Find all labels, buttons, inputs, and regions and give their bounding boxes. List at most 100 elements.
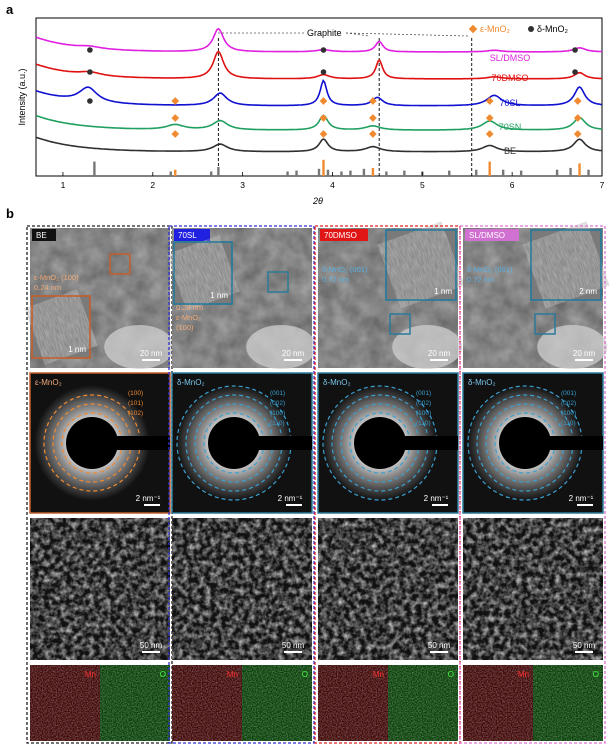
ring-index-label: (001) (561, 390, 576, 397)
lattice-annotation: ε-MnO₂ (176, 313, 201, 322)
column-border (314, 225, 461, 744)
sem-texture (30, 518, 170, 660)
sample-tag (174, 229, 210, 241)
x-tick-label: 4 (330, 180, 335, 190)
mn-map-signal (318, 665, 388, 741)
ring-index-label: (110) (270, 420, 285, 427)
tem-background (537, 325, 608, 369)
o-map-signal (388, 665, 458, 741)
sem-texture (172, 518, 312, 660)
ring-index-label: (100) (416, 410, 431, 417)
lattice-annotation: ε-MnO₂ (100) (34, 273, 79, 282)
inset-scale-label: 1 nm (434, 287, 452, 296)
lattice-annotation: 0.72 nm (322, 275, 349, 284)
lattice-annotation: δ-MnO₂ (001) (322, 265, 368, 274)
scale-bar-label: 2 nm⁻¹ (136, 494, 161, 503)
delta-legend-marker (528, 26, 534, 32)
reference-tick (519, 170, 523, 176)
zoom-region-box (267, 271, 289, 293)
scale-bar-label: 2 nm⁻¹ (569, 494, 594, 503)
x-tick-label: 2 (150, 180, 155, 190)
beam-stop-arm (525, 436, 603, 450)
reference-tick (326, 169, 330, 176)
phase-legend: ε-MnO₂ δ-MnO₂ (468, 24, 569, 34)
sample-tag-label: BE (36, 231, 47, 240)
ring-index-label: (002) (561, 400, 576, 407)
eps-marker (573, 114, 582, 122)
reference-tick (501, 169, 505, 176)
x-tick-label: 6 (510, 180, 515, 190)
o-map-label: O (160, 670, 166, 679)
reference-tick (385, 171, 388, 176)
tem-background (392, 325, 463, 369)
graphite-reference-lines (217, 38, 473, 176)
eps-marker (573, 97, 582, 105)
reference-tick (349, 170, 352, 176)
reference-tick (587, 169, 590, 176)
tem-background (246, 325, 317, 369)
ring-index-label: (110) (416, 420, 431, 427)
ring-index-label: (002) (416, 400, 431, 407)
delta-marker (87, 98, 93, 104)
y-axis-label: Intensity (a.u.) (17, 68, 27, 125)
graphite-annotation: Graphite (218, 28, 469, 38)
ring-index-label: (101) (128, 400, 143, 407)
saed-phase-label: δ-MnO₂ (468, 378, 496, 387)
reference-tick (475, 169, 478, 176)
eps-marker (319, 130, 328, 138)
reference-tick (295, 170, 298, 176)
eps-marker (573, 130, 582, 138)
column-sl-dmso: SL/DMSO 2 nm δ-MnO₂ (001)0.72 nm 20 nm (001)… (459, 221, 610, 744)
column-border (459, 225, 606, 744)
reference-pattern-ticks (93, 159, 590, 176)
beam-stop-arm (234, 436, 312, 450)
scale-bar-label: 50 nm (428, 641, 451, 650)
panel-a-label: a (6, 2, 14, 17)
xrd-curve-70sl (36, 79, 602, 107)
delta-marker (572, 47, 578, 53)
mn-map-signal (463, 665, 533, 741)
ring-index-label: (100) (270, 410, 285, 417)
ring-index-label: (100) (561, 410, 576, 417)
saed-phase-label: δ-MnO₂ (177, 378, 205, 387)
scale-bar-label: 20 nm (428, 349, 451, 358)
series-label-70dmso: 70DMSO (491, 73, 528, 83)
reference-tick (555, 169, 559, 176)
series-label-be: BE (504, 146, 516, 156)
x-axis-label: 2θ (312, 196, 323, 206)
lattice-fringes (377, 221, 465, 309)
o-map-label: O (593, 670, 599, 679)
delta-marker (320, 69, 327, 75)
column-be: BE 1 nm ε-MnO₂ (100)0.24 nm 20 nm (100) (101)… (24, 225, 175, 744)
reference-tick (340, 171, 343, 176)
mn-map-label: Mn (518, 670, 529, 679)
hrtem-inset-frame (31, 295, 91, 359)
o-map-label: O (448, 670, 454, 679)
delta-legend-label: δ-MnO₂ (537, 24, 569, 34)
ring-index-label: (002) (270, 400, 285, 407)
o-map-label: O (302, 670, 308, 679)
hrtem-inset-frame (385, 229, 457, 301)
series-labels: SL/DMSO 70DMSO 70SL 70SN BE (490, 53, 531, 156)
o-map-signal (242, 665, 312, 741)
xrd-curve-be (36, 136, 602, 153)
saed-phase-label: δ-MnO₂ (323, 378, 351, 387)
panel-b-label: b (6, 206, 14, 221)
column-70dmso: 70DMSO 1 nm δ-MnO₂ (001)0.72 nm 20 nm (001) (… (314, 221, 465, 744)
sample-tag (465, 229, 519, 241)
eps-legend-marker (468, 24, 478, 34)
eps-marker (485, 130, 494, 138)
microscopy-grid: BE 1 nm ε-MnO₂ (100) 0.24 nm 20 nm (100) (101)… (24, 221, 610, 744)
scale-bar-label: 50 nm (140, 641, 163, 650)
xrd-curve-70sn (36, 114, 602, 131)
series-label-sl-dmso: SL/DMSO (490, 53, 531, 63)
scale-bar-label: 50 nm (573, 641, 596, 650)
ring-index-label: (102) (128, 410, 143, 417)
delta-marker (320, 47, 327, 53)
reference-tick (403, 170, 406, 176)
scale-bar-label: 2 nm⁻¹ (424, 494, 449, 503)
reference-tick (217, 167, 220, 176)
lattice-annotation: 0.24 nm (176, 303, 203, 312)
ring-index-label: (110) (561, 420, 576, 427)
